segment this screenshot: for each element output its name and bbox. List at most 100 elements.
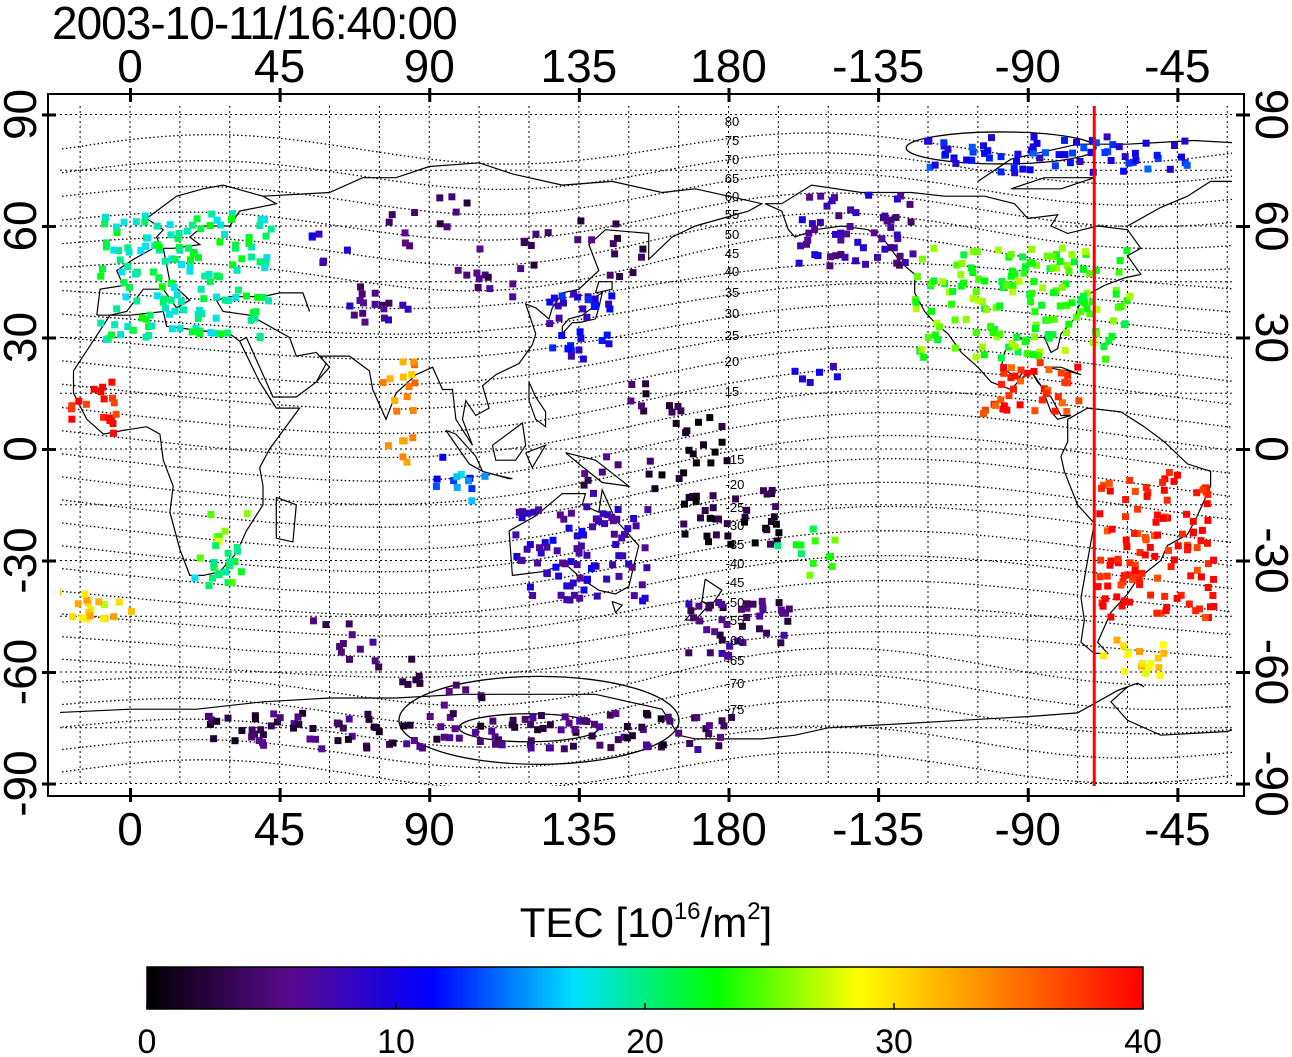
tec-cell (60, 588, 62, 596)
tec-cell (462, 686, 470, 694)
contour-label: -25 (726, 500, 745, 515)
tec-cell (224, 579, 232, 587)
tec-cell (556, 511, 564, 519)
tec-cell (212, 542, 220, 550)
tec-cell (90, 385, 98, 393)
tec-cell (97, 388, 105, 396)
tec-cell (1069, 149, 1077, 157)
tec-cell (274, 718, 281, 726)
coastline (1127, 180, 1232, 227)
tec-cell (576, 574, 584, 582)
tec-cell (817, 192, 825, 200)
tec-cell (1042, 390, 1050, 398)
tec-cell (723, 520, 731, 528)
tec-cell (491, 740, 499, 748)
tec-cell (385, 299, 393, 307)
contour-label: -55 (726, 613, 745, 628)
tec-cell (799, 375, 806, 383)
tec-cell (1131, 529, 1138, 537)
tec-cell (1011, 169, 1019, 177)
tec-cell (451, 725, 459, 733)
tec-cell (443, 223, 451, 231)
tec-cell (616, 273, 624, 280)
tec-cell (642, 390, 650, 398)
tec-cell (1139, 660, 1147, 667)
tec-cell (1042, 149, 1049, 157)
tec-cell (563, 596, 571, 604)
tec-cell (717, 733, 724, 741)
tec-cell (385, 218, 393, 226)
tec-cell (1052, 251, 1060, 259)
tec-cell (222, 568, 230, 576)
tec-cell (546, 320, 554, 328)
contour-label: -35 (726, 537, 745, 552)
tec-cell (1151, 552, 1159, 560)
tec-cell (1206, 603, 1214, 611)
contour-label: 20 (725, 354, 739, 369)
tec-cell (1156, 672, 1164, 679)
tec-cell (1097, 556, 1105, 564)
tec-cell (215, 273, 223, 281)
tec-cell (1038, 301, 1046, 309)
tec-cell (433, 735, 441, 743)
tec-cell (1131, 561, 1139, 569)
tec-cell (384, 442, 392, 450)
tec-cell (339, 724, 347, 732)
longitude-axis-bottom: 0 45 90 135 180 -135 -90 -45 (117, 803, 1210, 855)
tec-cell (1092, 266, 1100, 274)
tec-cell (1016, 401, 1024, 409)
tec-cell (1036, 154, 1044, 162)
map-title: 2003-10-11/16:40:00 (52, 0, 458, 49)
tec-cell (191, 574, 199, 582)
tec-cell (980, 410, 987, 418)
lon-tick-label: 45 (254, 803, 305, 855)
tec-cell (124, 323, 132, 331)
tec-cell (827, 253, 834, 261)
tec-cell (512, 531, 520, 539)
tec-cell (797, 541, 805, 549)
tec-cell (1005, 343, 1013, 351)
tec-cell (918, 346, 926, 354)
tec-cell (233, 547, 241, 555)
tec-cell (167, 296, 175, 304)
tec-cell (175, 230, 183, 237)
tec-cell (792, 541, 800, 549)
tec-cell (509, 280, 517, 288)
colorbar-ticks: 0 10 20 30 40 (138, 1003, 1162, 1057)
tec-cell (767, 540, 774, 548)
tec-cell (897, 192, 905, 200)
coastline (60, 686, 1232, 740)
tec-cell (674, 403, 682, 410)
tec-cell (1033, 261, 1040, 269)
tec-cell (1050, 315, 1058, 323)
tec-cell (909, 250, 917, 258)
lon-tick-label: 45 (254, 40, 305, 92)
tec-cell (452, 681, 460, 689)
tec-cell (996, 330, 1004, 338)
tec-cell (333, 719, 341, 727)
tec-cell (348, 732, 356, 740)
tec-cell (763, 526, 771, 534)
tec-cell (1039, 284, 1047, 292)
tec-cell (1000, 402, 1008, 410)
tec-cell (102, 213, 109, 221)
tec-cell (720, 722, 728, 730)
tec-cell (549, 344, 557, 352)
tec-cell (644, 506, 652, 514)
tec-cell (887, 216, 895, 224)
tec-cell (197, 225, 205, 233)
tec-cell (213, 717, 221, 725)
tec-cell (393, 407, 401, 415)
tec-cell (193, 215, 201, 223)
tec-cell (1125, 159, 1133, 167)
tec-cell (1116, 303, 1124, 310)
tec-cell (449, 710, 457, 718)
tec-cell (734, 637, 742, 645)
tec-cell (569, 742, 577, 750)
tec-cell (1065, 320, 1073, 328)
tec-cell (245, 239, 253, 247)
tec-cell (554, 302, 562, 310)
tec-cell (122, 293, 130, 301)
frame-tick (1026, 788, 1030, 802)
tec-cell (215, 533, 223, 541)
